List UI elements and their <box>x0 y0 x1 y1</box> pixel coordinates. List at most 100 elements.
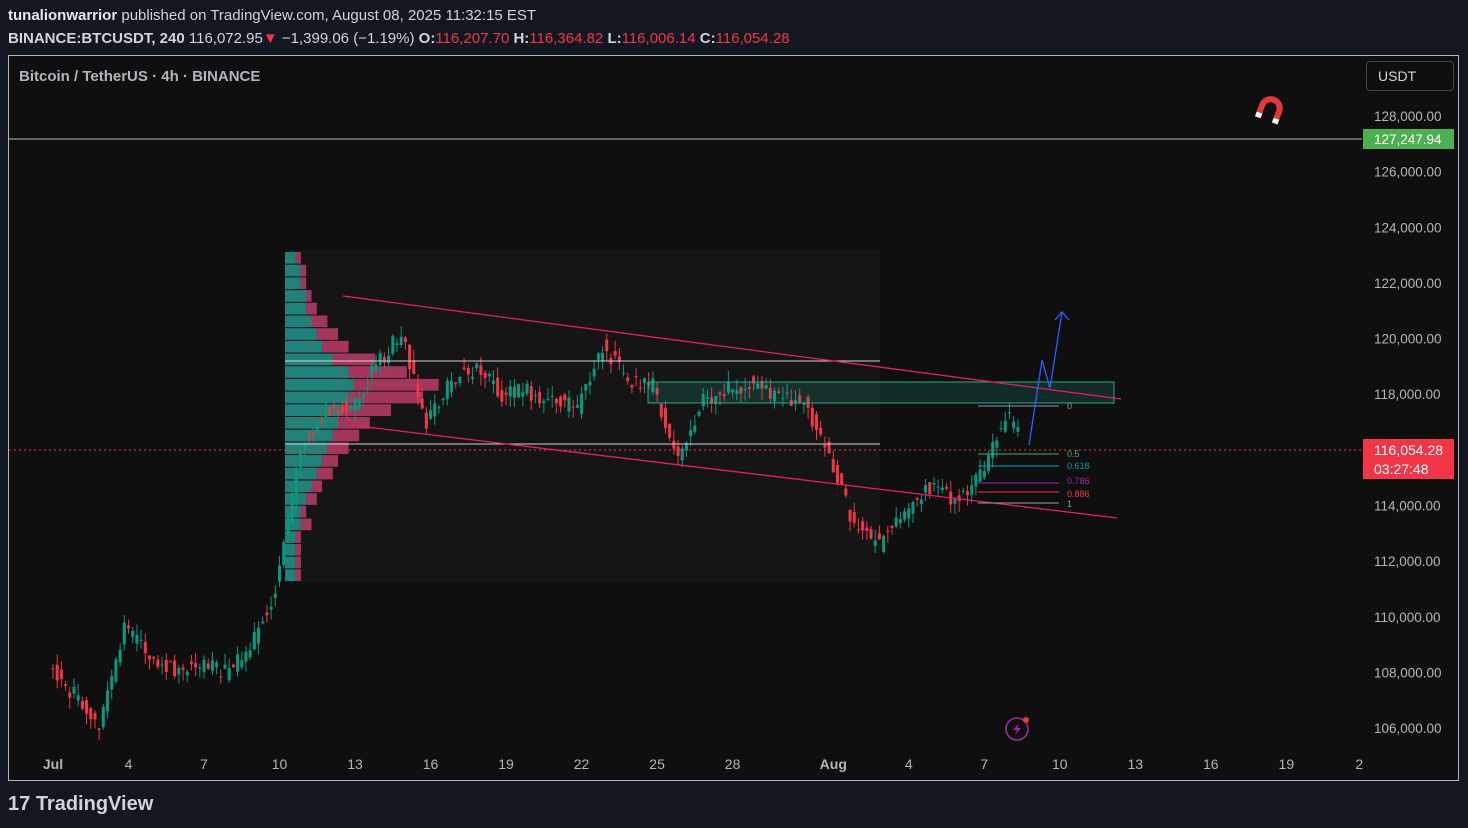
candle-body <box>168 661 172 663</box>
volume-profile-down-bar <box>316 328 338 340</box>
candle-body <box>676 446 680 456</box>
x-tick-label: Jul <box>43 756 63 772</box>
y-tick-label: 120,000.00 <box>1374 332 1442 347</box>
candle-body <box>588 381 592 386</box>
volume-profile-down-bar <box>348 391 423 404</box>
candle-body <box>596 353 600 360</box>
candle-body <box>177 667 181 675</box>
candle-body <box>114 659 118 682</box>
candle-body <box>504 392 508 395</box>
high-label: H: <box>513 30 530 47</box>
candle-body <box>55 664 59 681</box>
open-label: O: <box>418 30 436 47</box>
upper-trendline <box>342 295 1122 400</box>
candle-body <box>433 403 437 417</box>
volume-profile-up-bar <box>285 569 296 581</box>
lightning-alert-icon[interactable] <box>1005 717 1029 741</box>
volume-profile-up-bar <box>285 480 312 493</box>
volume-profile-down-bar <box>295 531 301 543</box>
alert-dot <box>1023 717 1029 723</box>
candle-body <box>1007 412 1011 414</box>
candle-body <box>240 660 244 668</box>
fib-level-label: 0.618 <box>1067 461 1090 471</box>
candle-body <box>59 669 63 680</box>
candle-body <box>97 728 101 731</box>
candle-body <box>651 378 655 393</box>
volume-profile-up-bar <box>285 277 301 290</box>
candle-body <box>265 612 269 616</box>
candle-body <box>445 380 449 400</box>
current-price-label: 116,054.28 <box>1374 442 1443 458</box>
fib-level-label: 0.786 <box>1067 476 1090 486</box>
candle-body <box>831 459 835 473</box>
candle-body <box>663 408 667 428</box>
candle-body <box>395 343 399 346</box>
magnet-tip <box>1254 111 1263 119</box>
candle-body <box>391 336 395 354</box>
candle-body <box>185 671 189 676</box>
candle-body <box>848 509 852 522</box>
candle-body <box>852 512 856 523</box>
price-change: −1,399.06 (−1.19%) <box>281 30 415 47</box>
candle-body <box>605 339 609 352</box>
volume-profile-up-bar <box>285 543 296 556</box>
volume-profile-up-bar <box>285 252 296 264</box>
fib-level-label: 1 <box>1067 499 1072 509</box>
candle-body <box>785 392 789 394</box>
candle-body <box>689 430 693 436</box>
candle-body <box>924 485 928 493</box>
candle-body <box>898 518 902 524</box>
candle-body <box>403 337 407 343</box>
x-tick-label: 7 <box>200 756 208 772</box>
close-value: 116,054.28 <box>715 30 790 47</box>
candle-body <box>638 387 642 389</box>
candle-body <box>454 382 458 384</box>
chart-title: Bitcoin / TetherUS · 4h · BINANCE <box>19 68 261 85</box>
candle-body <box>349 405 353 410</box>
candle-body <box>332 406 336 409</box>
high-value: 116,364.82 <box>529 30 604 47</box>
candle-body <box>714 396 718 405</box>
volume-profile-down-bar <box>295 569 301 581</box>
candle-body <box>135 634 139 644</box>
candle-body <box>957 495 961 502</box>
candle-body <box>680 448 684 461</box>
volume-profile-up-bar <box>285 556 296 569</box>
candle-body <box>542 400 546 404</box>
x-tick-label: 16 <box>1203 756 1219 772</box>
candle-body <box>966 491 970 495</box>
candle-body <box>294 468 298 503</box>
publish-date: published on TradingView.com, August 08,… <box>121 7 537 24</box>
candle-body <box>701 394 705 407</box>
candle-body <box>668 423 672 438</box>
y-tick-label: 126,000.00 <box>1374 165 1442 180</box>
volume-profile-down-bar <box>316 467 333 480</box>
candle-body <box>466 368 470 375</box>
candle-body <box>231 664 235 668</box>
x-tick-label: 10 <box>1052 756 1068 772</box>
candle-body <box>873 540 877 546</box>
candle-body <box>399 336 403 346</box>
candle-body <box>521 392 525 397</box>
candle-body <box>970 485 974 495</box>
volume-profile-down-bar <box>306 302 317 315</box>
fib-level-label: 0.5 <box>1067 449 1080 459</box>
magnet-icon[interactable] <box>1254 96 1285 125</box>
x-tick-label: 13 <box>1128 756 1144 772</box>
candle-body <box>986 455 990 472</box>
candle-body <box>630 384 634 388</box>
author[interactable]: tunalionwarrior <box>8 7 118 24</box>
candle-body <box>361 395 365 398</box>
candle-body <box>340 406 344 413</box>
candle-body <box>215 662 219 668</box>
volume-profile-up-bar <box>285 391 349 404</box>
candle-body <box>286 516 290 535</box>
candle-body <box>181 667 185 670</box>
currency-button[interactable]: USDT <box>1366 61 1454 91</box>
candle-body <box>282 542 286 565</box>
candle-body <box>110 675 114 690</box>
candle-body <box>886 530 890 533</box>
candle-body <box>953 498 957 504</box>
candle-body <box>345 402 349 413</box>
